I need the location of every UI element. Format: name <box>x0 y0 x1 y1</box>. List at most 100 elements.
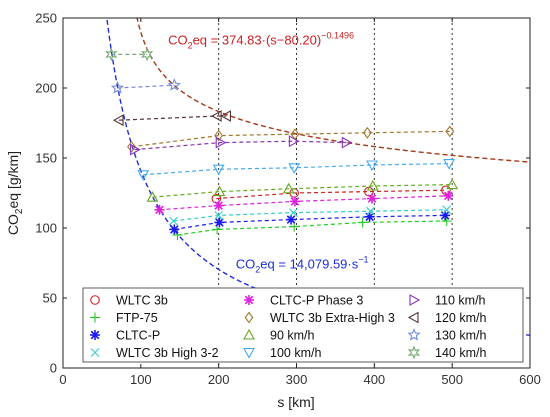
series-90-km-h <box>146 178 459 202</box>
y-axis-label: CO2eq [g/km] <box>5 151 25 235</box>
series-wltc-3b-high-3-2 <box>169 205 452 226</box>
data-point <box>213 185 226 197</box>
legend-entry: 110 km/h <box>409 294 486 308</box>
data-point <box>220 110 231 122</box>
legend-box <box>82 287 524 363</box>
y-tick-label: 200 <box>35 81 57 96</box>
data-point <box>443 190 454 201</box>
legend-entry: WLTC 3b High 3-2 <box>90 346 219 360</box>
series-line <box>117 84 175 89</box>
equation-red: CO2eq = 374.83·(s−80.20)−0.1496 <box>168 31 354 51</box>
data-point <box>282 182 295 194</box>
series-line <box>134 140 347 151</box>
legend-entry: CLTC-P <box>90 329 160 343</box>
series-cltc-p-phase-3 <box>154 190 454 215</box>
y-tick-label: 250 <box>35 11 57 26</box>
data-point <box>137 170 150 181</box>
data-point <box>212 164 225 176</box>
legend-label: FTP-75 <box>116 311 158 325</box>
legend-label: 90 km/h <box>270 329 315 343</box>
data-point <box>366 160 378 172</box>
legend-label: 120 km/h <box>435 311 486 325</box>
axes: 0 100 200 300 400 500 600 0 50 100 150 200 250 <box>35 11 541 388</box>
legend-label: WLTC 3b Extra-High 3 <box>270 311 395 325</box>
x-tick-label: 100 <box>130 372 152 387</box>
data-point <box>105 47 118 62</box>
data-point <box>127 140 136 153</box>
x-tick-label: 500 <box>441 372 463 387</box>
data-point <box>167 78 181 91</box>
series-line <box>216 189 446 200</box>
legend-label: 140 km/h <box>435 346 486 360</box>
series-line <box>131 130 450 148</box>
data-point <box>154 204 165 215</box>
data-point <box>112 114 124 127</box>
equation-blue: CO2eq = 14,079.59·s−1 <box>236 255 369 275</box>
equation-annotations: CO2eq = 374.83·(s−80.20)−0.1496 CO2eq = 1… <box>168 31 368 275</box>
series-130-km-h <box>110 78 181 94</box>
x-tick-label: 300 <box>286 372 308 387</box>
blue-fit-curve <box>106 18 530 336</box>
data-point <box>442 205 452 215</box>
data-point <box>212 224 223 235</box>
legend-entry: FTP-75 <box>90 311 158 325</box>
legend: WLTC 3b FTP-75 CLTC-P WLTC 3b High 3-2 CLTC-… <box>82 287 524 363</box>
data-point <box>146 191 159 202</box>
data-point <box>213 200 224 211</box>
data-point <box>289 196 300 207</box>
red-fit-curve <box>136 18 530 163</box>
series-line <box>177 220 447 236</box>
legend-entry: 140 km/h <box>407 345 486 360</box>
x-axis-label: s [km] <box>277 394 314 410</box>
x-tick-label: 0 <box>59 372 66 387</box>
data-point <box>214 217 225 228</box>
data-point <box>341 136 353 149</box>
legend-label: 100 km/h <box>270 346 321 360</box>
data-point <box>215 136 227 149</box>
series-110-km-h <box>130 135 353 156</box>
legend-entry: 130 km/h <box>407 328 486 343</box>
y-tick-label: 150 <box>35 151 57 166</box>
data-point <box>286 214 297 225</box>
data-point <box>445 125 455 138</box>
legend-entry: 120 km/h <box>407 311 486 325</box>
legend-entry: WLTC 3b Extra-High 3 <box>244 311 395 325</box>
data-point <box>130 143 141 156</box>
y-tick-label: 0 <box>50 361 57 376</box>
legend-label: 130 km/h <box>435 329 486 343</box>
data-point <box>288 208 298 217</box>
data-point <box>366 193 377 204</box>
data-point <box>169 216 178 226</box>
series-wltc-3b-extra-high-3 <box>127 125 455 153</box>
legend-entry: 100 km/h <box>243 346 321 360</box>
series-100-km-h <box>137 159 455 181</box>
data-point <box>362 126 372 139</box>
legend-label: CLTC-P Phase 3 <box>270 294 363 308</box>
legend-label: WLTC 3b <box>116 294 168 308</box>
data-point <box>446 178 459 190</box>
series-line <box>152 184 453 198</box>
series-140-km-h <box>105 47 154 62</box>
data-point <box>357 217 368 228</box>
legend-label: WLTC 3b High 3-2 <box>116 346 219 360</box>
series-cltc-p <box>169 210 451 235</box>
data-point <box>110 81 125 94</box>
series-line <box>143 163 450 176</box>
y-tick-label: 50 <box>43 291 57 306</box>
fit-curves <box>106 18 530 336</box>
data-point <box>288 163 301 174</box>
data-point <box>366 179 379 191</box>
data-point <box>169 224 180 235</box>
legend-entry: 90 km/h <box>243 329 315 343</box>
x-tick-label: 600 <box>519 372 541 387</box>
series-line <box>118 115 227 121</box>
x-tick-label: 200 <box>208 372 230 387</box>
data-point <box>140 47 154 62</box>
data-series <box>105 47 459 240</box>
legend-label: CLTC-P <box>116 329 160 343</box>
data-point <box>288 135 300 148</box>
y-tick-label: 100 <box>35 221 57 236</box>
series-line <box>174 214 446 230</box>
data-point <box>366 206 375 216</box>
